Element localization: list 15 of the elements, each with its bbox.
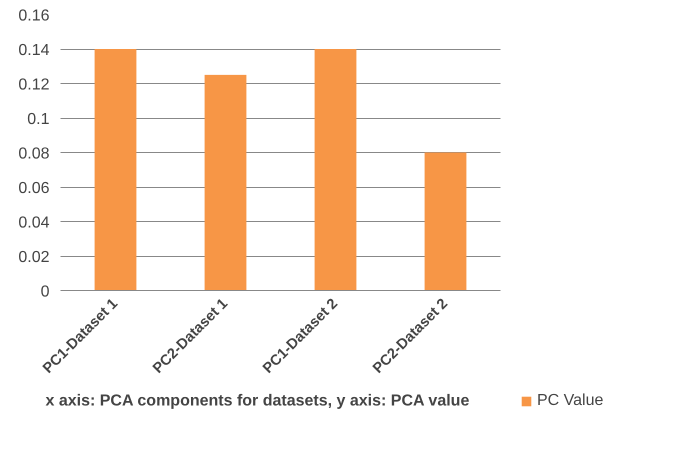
- y-tick-label: 0.14: [18, 42, 50, 59]
- bar: [314, 49, 356, 290]
- y-tick-label: 0.16: [18, 8, 50, 24]
- y-tick-label: 0.04: [18, 214, 50, 232]
- text: x axis: PCA components for datasets, y axis: PCA value: [46, 392, 470, 410]
- legend-label: PC Value: [537, 392, 604, 410]
- y-tick-label: 0.06: [18, 180, 50, 197]
- bar: [94, 49, 136, 290]
- y-tick-label: 0: [40, 284, 50, 300]
- y-tick-label: 0.1: [27, 111, 50, 128]
- bar: [204, 74, 246, 290]
- bar: [424, 152, 466, 290]
- y-tick-label: 0.08: [18, 146, 50, 162]
- y-tick-label: 0.12: [18, 76, 50, 94]
- y-tick-label: 0.02: [18, 249, 50, 266]
